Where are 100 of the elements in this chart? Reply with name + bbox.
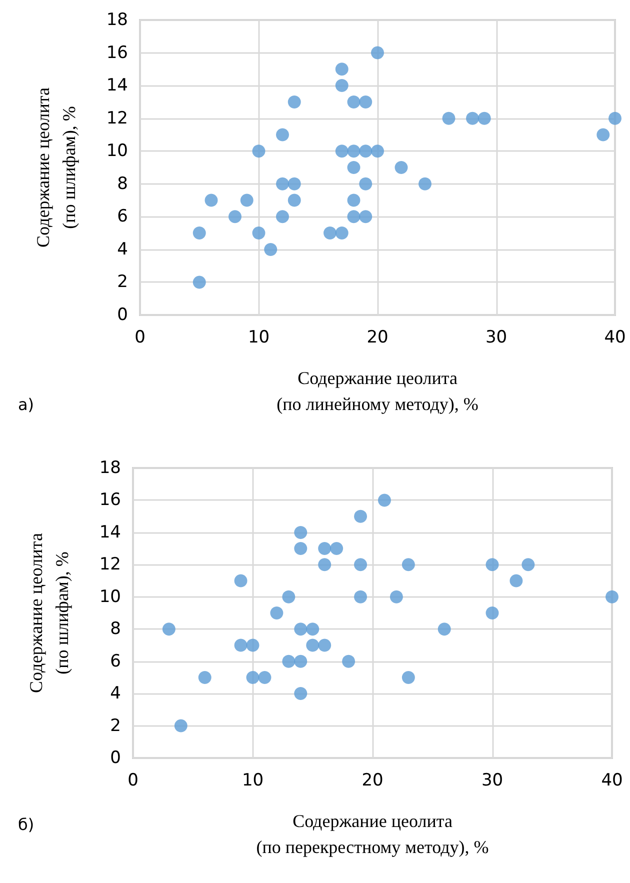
point [240,194,254,207]
point [402,558,415,572]
x-axis-title: Содержание цеолита (по линейному методу), % [276,368,478,414]
point [294,542,308,556]
point [359,95,372,108]
x-tick-label: 20 [362,770,384,790]
point [371,144,384,158]
y-tick-label: 18 [99,458,121,478]
point [486,606,499,620]
point [354,590,368,604]
point [335,62,348,76]
point [510,574,523,588]
point [347,210,360,224]
point [596,128,610,142]
point [486,558,499,572]
y-tick-label: 16 [99,490,121,510]
y-tick-label: 6 [110,651,121,672]
y-tick-label: 18 [106,10,128,30]
point [306,622,320,636]
point [478,112,491,125]
y-tick-label: 8 [117,174,128,194]
point [192,226,206,240]
y-tick-label: 14 [99,522,121,542]
x-tick-label: 30 [481,770,504,790]
point [162,622,176,636]
point [347,194,360,207]
point [294,687,308,700]
point [342,654,356,668]
point [318,542,332,556]
x-axis-title: Содержание цеолита (по перекрестному методу), % [256,811,489,857]
point [418,177,432,190]
point [252,226,266,240]
point [442,112,456,125]
point [466,112,479,125]
point [276,210,289,224]
point [252,144,266,158]
y-tick-label: 10 [106,141,128,162]
point [438,622,451,636]
point [246,638,260,652]
point [318,558,332,572]
point [258,670,272,684]
point [335,144,348,158]
x-tick-label: 20 [366,328,388,348]
point [246,670,260,684]
point [522,558,535,572]
point [354,558,368,572]
y-tick-label: 4 [110,684,121,704]
point [234,574,248,588]
x-tick-label: 0 [134,328,146,348]
point [359,177,372,190]
x-tick-label: 40 [601,770,623,790]
point [288,95,301,108]
point [324,226,336,240]
point [294,654,308,668]
point [606,590,618,604]
point [282,590,296,604]
x-tick-label: 40 [604,328,626,348]
point [371,46,384,60]
point [174,719,188,732]
y-tick-label: 6 [117,206,128,227]
x-tick-label: 30 [485,328,508,348]
point [288,177,301,190]
point [294,526,308,539]
point [347,95,360,108]
y-tick-label: 0 [117,305,128,325]
point [335,226,348,240]
point [192,276,206,289]
point [306,638,320,652]
text: а) [18,395,34,414]
point [390,590,403,604]
point [330,542,344,556]
point [359,210,372,224]
point [276,128,289,142]
point [402,670,415,684]
x-tick-label: 10 [248,328,270,348]
y-tick-label: 12 [99,554,121,575]
point [354,510,368,523]
text: б) [18,815,34,834]
point [359,144,372,158]
y-tick-label: 16 [106,42,128,63]
y-tick-label: 14 [106,76,128,96]
point [394,161,408,174]
x-tick-label: 10 [242,770,264,790]
y-tick-label: 2 [110,716,121,736]
point [234,638,248,652]
y-tick-label: 12 [106,108,128,128]
y-axis-title: Содержание цеолита (по шлифам), % [26,533,72,693]
y-tick-label: 8 [110,619,121,640]
point [276,177,289,190]
y-tick-label: 4 [117,239,128,260]
point [282,654,296,668]
point [228,210,242,224]
y-tick-label: 2 [117,272,128,292]
point [270,606,284,620]
point [264,242,278,256]
point [378,494,391,507]
point [204,194,218,207]
point [294,622,308,636]
point [335,79,348,92]
y-axis-title: Содержание цеолита (по шлифам), % [33,88,79,248]
